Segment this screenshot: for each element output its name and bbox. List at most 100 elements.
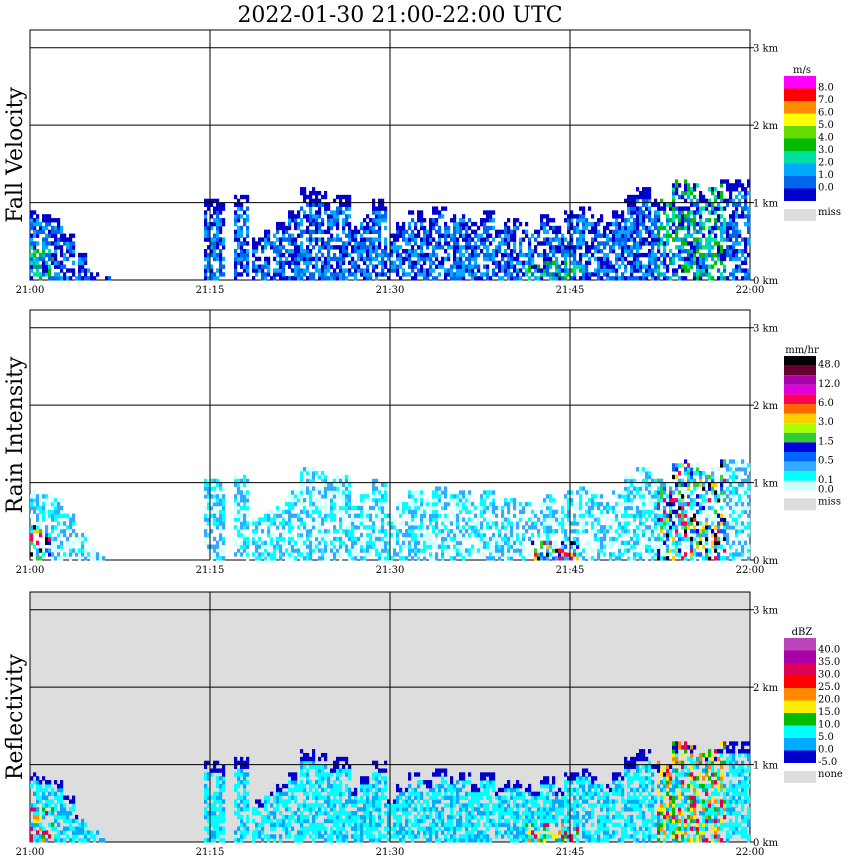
echo-cell bbox=[690, 498, 694, 503]
echo-cell bbox=[711, 210, 715, 215]
echo-cell bbox=[72, 521, 76, 526]
echo-cell bbox=[660, 486, 664, 491]
echo-cell bbox=[222, 206, 226, 211]
echo-cell bbox=[597, 529, 601, 534]
echo-cell bbox=[396, 268, 400, 273]
echo-cell bbox=[543, 544, 547, 549]
echo-cell bbox=[267, 540, 271, 546]
echo-cell bbox=[432, 556, 436, 561]
echo-cell bbox=[549, 513, 553, 518]
echo-cell bbox=[627, 260, 631, 266]
echo-cell bbox=[48, 799, 52, 804]
echo-cell bbox=[333, 513, 337, 518]
echo-cell bbox=[441, 264, 445, 269]
echo-cell bbox=[444, 249, 448, 254]
echo-cell bbox=[666, 268, 670, 273]
echo-cell bbox=[456, 540, 460, 546]
echo-cell bbox=[273, 513, 277, 518]
echo-cell bbox=[450, 237, 454, 242]
echo-cell bbox=[672, 198, 676, 204]
echo-cell bbox=[585, 501, 589, 507]
echo-cell bbox=[522, 525, 526, 530]
echo-cell bbox=[402, 225, 406, 231]
echo-cell bbox=[246, 229, 250, 235]
echo-cell bbox=[669, 490, 673, 495]
echo-cell bbox=[663, 202, 667, 207]
echo-cell bbox=[345, 482, 349, 487]
echo-cell bbox=[651, 525, 655, 530]
echo-cell bbox=[324, 268, 328, 273]
echo-cell bbox=[375, 486, 379, 491]
echo-cell bbox=[288, 237, 292, 242]
legend-swatch bbox=[784, 375, 816, 385]
echo-cell bbox=[432, 505, 436, 511]
echo-cell bbox=[726, 233, 730, 238]
echo-cell bbox=[33, 834, 37, 839]
echo-cell bbox=[546, 268, 550, 273]
echo-cell bbox=[294, 494, 298, 499]
echo-cell bbox=[744, 548, 748, 553]
echo-cell bbox=[711, 252, 715, 258]
echo-cell bbox=[417, 214, 421, 219]
echo-cell bbox=[219, 482, 223, 487]
echo-cell bbox=[357, 268, 361, 273]
echo-cell bbox=[57, 221, 61, 227]
echo-cell bbox=[300, 509, 304, 515]
echo-cell bbox=[624, 525, 628, 530]
echo-cell bbox=[648, 198, 652, 204]
echo-cell bbox=[462, 505, 466, 511]
echo-cell bbox=[546, 252, 550, 258]
echo-cell bbox=[387, 548, 391, 553]
echo-cell bbox=[699, 521, 703, 526]
echo-cell bbox=[738, 532, 742, 538]
echo-cell bbox=[207, 221, 211, 227]
echo-cell bbox=[342, 529, 346, 534]
echo-cell bbox=[219, 556, 223, 561]
echo-cell bbox=[510, 525, 514, 530]
echo-cell bbox=[702, 225, 706, 231]
echo-cell bbox=[447, 498, 451, 503]
echo-cell bbox=[720, 206, 724, 211]
echo-cell bbox=[375, 494, 379, 499]
echo-cell bbox=[408, 552, 412, 557]
echo-cell bbox=[600, 501, 604, 507]
echo-cell bbox=[282, 529, 286, 534]
echo-cell bbox=[282, 221, 286, 227]
echo-cell bbox=[459, 505, 463, 511]
echo-cell bbox=[555, 260, 559, 266]
echo-cell bbox=[375, 498, 379, 503]
echo-cell bbox=[708, 202, 712, 207]
echo-cell bbox=[579, 252, 583, 258]
echo-cell bbox=[702, 221, 706, 227]
echo-cell bbox=[390, 241, 394, 246]
echo-cell bbox=[240, 202, 244, 207]
echo-cell bbox=[348, 252, 352, 258]
echo-cell bbox=[732, 202, 736, 207]
echo-cell bbox=[708, 478, 712, 484]
echo-cell bbox=[735, 490, 739, 495]
echo-cell bbox=[273, 521, 277, 526]
echo-cell bbox=[546, 494, 550, 499]
echo-cell bbox=[444, 517, 448, 522]
echo-cell bbox=[345, 505, 349, 511]
echo-cell bbox=[495, 544, 499, 549]
echo-cell bbox=[624, 509, 628, 515]
echo-cell bbox=[513, 218, 517, 223]
echo-cell bbox=[699, 194, 703, 200]
echo-cell bbox=[699, 505, 703, 511]
echo-cell bbox=[672, 206, 676, 211]
echo-cell bbox=[624, 513, 628, 518]
echo-cell bbox=[609, 245, 613, 250]
echo-cell bbox=[627, 225, 631, 231]
echo-cell bbox=[297, 272, 301, 277]
echo-cell bbox=[342, 218, 346, 223]
echo-cell bbox=[453, 241, 457, 246]
echo-cell bbox=[204, 229, 208, 235]
echo-cell bbox=[288, 517, 292, 522]
echo-cell bbox=[39, 834, 43, 839]
echo-cell bbox=[549, 249, 553, 254]
echo-cell bbox=[540, 505, 544, 511]
echo-cell bbox=[411, 498, 415, 503]
echo-cell bbox=[318, 268, 322, 273]
echo-cell bbox=[627, 548, 631, 553]
